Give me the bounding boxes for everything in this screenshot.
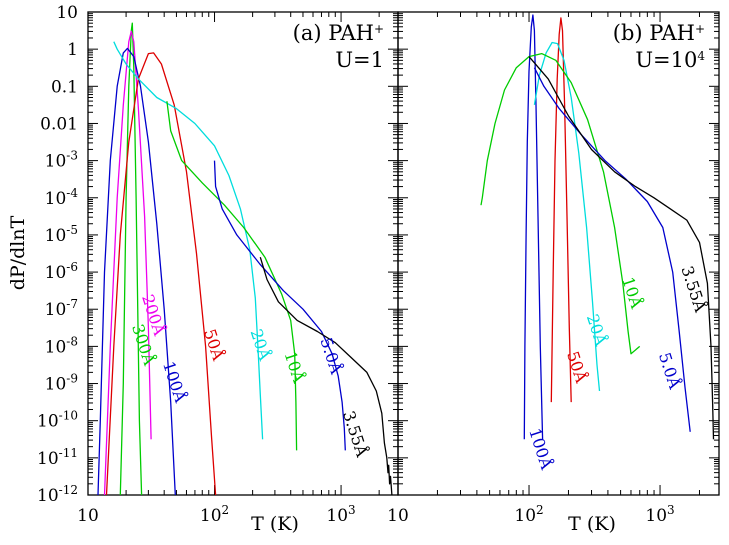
ytick-label: 10-4 bbox=[45, 186, 79, 209]
panel-a-series-label: 100Å bbox=[159, 359, 191, 406]
ytick-label: 1 bbox=[67, 40, 78, 60]
panel-a-series-10Å bbox=[166, 101, 298, 451]
ytick-label: 0.1 bbox=[51, 77, 78, 97]
panel-b-series-3.55Å bbox=[528, 56, 715, 440]
ytick-label: 10-10 bbox=[37, 409, 78, 432]
ytick-label: 10 bbox=[56, 3, 78, 23]
panel-a-series-5.0Å bbox=[213, 160, 346, 451]
ytick-label: 10-12 bbox=[37, 483, 78, 506]
ytick-label: 10-3 bbox=[45, 149, 78, 172]
panel-a-series-100Å bbox=[97, 47, 176, 496]
panel-a-title: (a) PAH+ bbox=[293, 21, 384, 45]
curve-layer bbox=[97, 14, 715, 496]
panel-a-series-label: 5.0Å bbox=[316, 335, 347, 377]
panel-a-xtick-label: 102 bbox=[200, 503, 229, 526]
panel-a-series-50Å bbox=[105, 52, 217, 496]
ytick-label: 10-9 bbox=[45, 372, 78, 395]
panel-a-x-axis-label: T (K) bbox=[251, 513, 299, 535]
panel-a-series-20Å bbox=[113, 41, 264, 440]
panel-b-xtick-label: 103 bbox=[645, 503, 674, 526]
panel-b-xtick-label: 10 bbox=[387, 506, 409, 526]
ytick-label: 0.01 bbox=[40, 114, 78, 134]
panel-a-xtick-label: 10 bbox=[77, 506, 99, 526]
panel-a-series-200Å bbox=[103, 30, 152, 496]
panel-b-x-axis-label: T (K) bbox=[568, 513, 616, 535]
panel-b-title: (b) PAH+ bbox=[613, 21, 705, 45]
ytick-label: 10-11 bbox=[37, 446, 78, 469]
panel-b-series-50Å bbox=[550, 17, 572, 403]
panel-a-series-3.55Å bbox=[259, 257, 393, 496]
ytick-label: 10-6 bbox=[45, 260, 78, 283]
panel-b-series-label: 5.0Å bbox=[655, 350, 686, 392]
panel-b-series-label: 100Å bbox=[525, 425, 557, 472]
panel-a-series-label: 20Å bbox=[247, 326, 276, 363]
ytick-label: 10-7 bbox=[45, 297, 78, 320]
panel-b-series-5.0Å bbox=[533, 67, 691, 432]
panel-b-series-10Å bbox=[480, 52, 641, 355]
panel-b-series-label: 20Å bbox=[583, 311, 612, 348]
frame-layer bbox=[87, 11, 720, 496]
panel-b-series-label: 50Å bbox=[563, 349, 592, 386]
panel-b-xtick-label: 102 bbox=[514, 503, 543, 526]
panel-a-subtitle: U=1 bbox=[335, 48, 384, 72]
ytick-label: 10-5 bbox=[45, 223, 78, 246]
panel-b-series-20Å bbox=[533, 41, 601, 392]
panel-b-series-label: 10Å bbox=[618, 274, 647, 311]
panel-a-xtick-label: 103 bbox=[326, 503, 355, 526]
tick-layer bbox=[87, 11, 719, 496]
ytick-label: 10-8 bbox=[45, 334, 78, 357]
panel-a-series-300Å bbox=[119, 22, 143, 496]
panel-a-series-label: 10Å bbox=[281, 349, 310, 386]
panel-a-series-label: 50Å bbox=[200, 326, 229, 363]
panel-b-series-100Å bbox=[523, 14, 544, 440]
panel-b-subtitle: U=104 bbox=[635, 48, 705, 72]
panel-b-frame bbox=[397, 11, 720, 496]
y-axis-label: dP/dlnT bbox=[7, 215, 29, 290]
panel-b-series-label: 3.55Å bbox=[677, 263, 711, 314]
